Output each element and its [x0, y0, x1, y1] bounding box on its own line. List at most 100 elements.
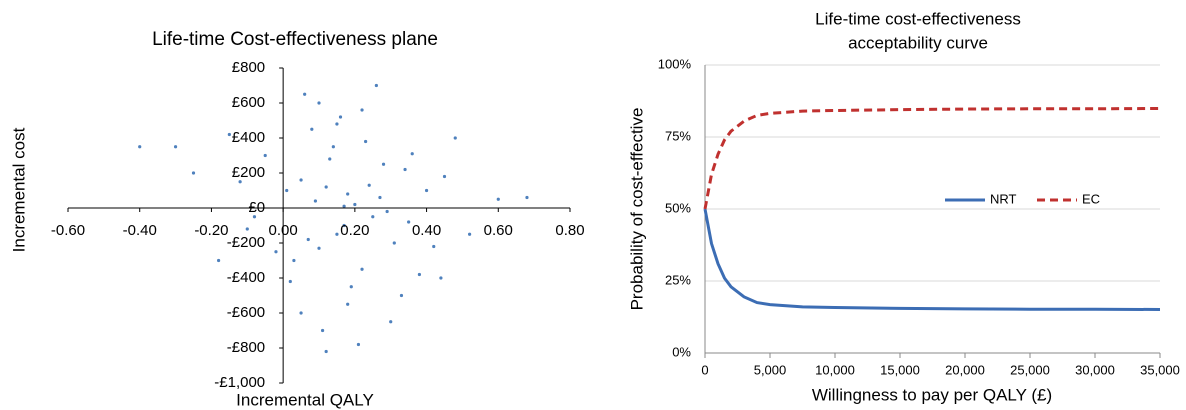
- x-tick-label: 0.00: [269, 222, 298, 239]
- y-tick-label: -£1,000: [214, 374, 265, 391]
- x-tick-label: 25,000: [1010, 362, 1050, 377]
- x-tick-label: 30,000: [1075, 362, 1115, 377]
- point: [288, 279, 292, 284]
- x-tick-label: 10,000: [815, 362, 855, 377]
- point: [342, 223, 346, 228]
- point: [238, 180, 242, 184]
- legend-label: EC: [1082, 191, 1100, 206]
- y-tick-label: -£600: [227, 304, 265, 321]
- point: [346, 302, 350, 306]
- y-axis-label: Incremental cost: [9, 127, 28, 252]
- point: [381, 162, 386, 166]
- point: [374, 83, 378, 88]
- point: [324, 185, 328, 189]
- point: [417, 272, 421, 277]
- x-axis-label: Willingness to pay per QALY (£): [812, 385, 1052, 404]
- x-tick-label: -0.40: [123, 222, 157, 239]
- point: [346, 192, 350, 196]
- x-tick-label: 15,000: [880, 362, 920, 377]
- point: [399, 293, 404, 298]
- chart-title: acceptability curve: [848, 33, 988, 52]
- point: [349, 285, 353, 289]
- series-line: [703, 208, 1161, 312]
- y-tick-label: -£200: [227, 234, 265, 251]
- point: [227, 132, 231, 137]
- chart-title: Life-time Cost-effectiveness plane: [152, 29, 438, 50]
- x-tick-label: 20,000: [945, 362, 985, 377]
- x-tick-label: 0.20: [340, 222, 369, 239]
- point: [292, 258, 296, 263]
- point: [353, 202, 357, 207]
- point: [424, 188, 429, 193]
- x-axis-label: Incremental QALY: [236, 390, 374, 409]
- point: [274, 250, 278, 254]
- y-tick-label: 50%: [665, 200, 691, 215]
- point: [335, 122, 339, 126]
- point: [356, 342, 361, 347]
- point: [335, 232, 339, 236]
- point: [364, 139, 368, 144]
- y-tick-label: £400: [232, 129, 265, 146]
- point: [453, 136, 457, 140]
- point: [313, 199, 318, 203]
- point: [138, 145, 142, 149]
- y-tick-label: £600: [232, 94, 265, 111]
- y-tick-label: 0%: [672, 344, 691, 359]
- point: [403, 167, 407, 172]
- y-tick-label: £0: [248, 199, 265, 216]
- point: [331, 145, 335, 149]
- x-tick-label: 0.80: [555, 222, 584, 239]
- point: [252, 215, 257, 219]
- point: [263, 153, 267, 158]
- point: [191, 171, 196, 175]
- point: [306, 237, 310, 242]
- y-tick-label: 25%: [665, 272, 691, 287]
- point: [392, 241, 396, 245]
- point: [310, 127, 314, 131]
- x-tick-label: 0: [701, 362, 708, 377]
- point: [324, 349, 328, 354]
- point: [442, 174, 447, 179]
- y-tick-label: £200: [232, 164, 265, 181]
- y-tick-label: 100%: [658, 56, 692, 71]
- series-line: [703, 106, 1161, 210]
- point: [389, 320, 393, 324]
- point: [303, 92, 307, 96]
- y-tick-label: -£800: [227, 339, 265, 356]
- point: [468, 232, 472, 236]
- point: [525, 195, 529, 200]
- point: [360, 267, 364, 271]
- point: [496, 197, 500, 201]
- point: [317, 246, 321, 250]
- x-tick-label: 35,000: [1140, 362, 1180, 377]
- point: [285, 188, 289, 193]
- point: [432, 244, 436, 249]
- point: [173, 145, 178, 149]
- point: [299, 311, 303, 315]
- x-tick-label: 0.40: [412, 222, 441, 239]
- chart-title: Life-time cost-effectiveness: [815, 9, 1021, 28]
- point: [407, 220, 411, 224]
- point: [217, 258, 221, 263]
- y-tick-label: 75%: [665, 128, 691, 143]
- point: [367, 183, 371, 187]
- point: [378, 195, 382, 200]
- point: [299, 178, 303, 182]
- y-tick-label: -£400: [227, 269, 265, 286]
- point: [317, 101, 321, 105]
- point: [338, 115, 343, 119]
- point: [328, 157, 332, 161]
- point: [410, 152, 414, 156]
- legend-label: NRT: [990, 191, 1017, 206]
- x-tick-label: -0.20: [194, 222, 228, 239]
- y-tick-label: £800: [232, 59, 265, 76]
- y-axis-label: Probability of cost-effective: [627, 108, 646, 311]
- point: [385, 209, 389, 214]
- point: [245, 227, 249, 231]
- x-tick-label: 5,000: [754, 362, 787, 377]
- point: [320, 328, 325, 333]
- point: [371, 215, 375, 219]
- x-tick-label: -0.60: [51, 222, 85, 239]
- x-tick-label: 0.60: [484, 222, 513, 239]
